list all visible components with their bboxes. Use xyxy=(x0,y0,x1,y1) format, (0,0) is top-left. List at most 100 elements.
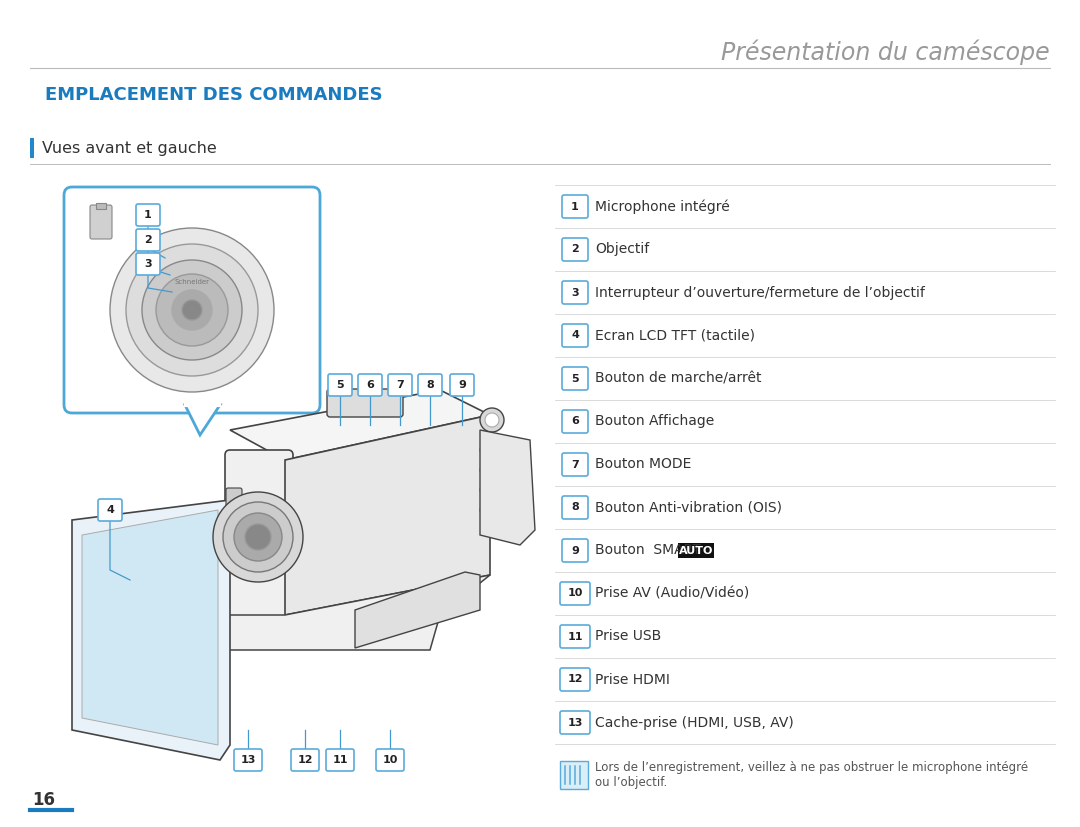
FancyBboxPatch shape xyxy=(98,499,122,521)
FancyBboxPatch shape xyxy=(562,367,588,390)
Text: 13: 13 xyxy=(241,755,256,765)
Text: 4: 4 xyxy=(571,331,579,341)
Text: 4: 4 xyxy=(106,505,113,515)
Text: 10: 10 xyxy=(382,755,397,765)
FancyBboxPatch shape xyxy=(225,450,293,620)
FancyBboxPatch shape xyxy=(291,749,319,771)
FancyBboxPatch shape xyxy=(562,238,588,261)
FancyBboxPatch shape xyxy=(561,761,588,789)
Text: 3: 3 xyxy=(571,288,579,298)
Text: Bouton MODE: Bouton MODE xyxy=(595,457,691,471)
FancyBboxPatch shape xyxy=(418,374,442,396)
Text: Microphone intégré: Microphone intégré xyxy=(595,199,730,213)
Text: Bouton de marche/arrêt: Bouton de marche/arrêt xyxy=(595,371,761,385)
Circle shape xyxy=(245,524,271,550)
Circle shape xyxy=(156,274,228,346)
FancyBboxPatch shape xyxy=(450,374,474,396)
FancyBboxPatch shape xyxy=(328,374,352,396)
Text: 2: 2 xyxy=(571,245,579,255)
FancyBboxPatch shape xyxy=(136,204,160,226)
Text: 12: 12 xyxy=(297,755,313,765)
FancyBboxPatch shape xyxy=(562,496,588,519)
Circle shape xyxy=(110,228,274,392)
Text: Présentation du caméscope: Présentation du caméscope xyxy=(721,39,1050,65)
FancyBboxPatch shape xyxy=(562,324,588,347)
FancyBboxPatch shape xyxy=(562,453,588,476)
Text: Bouton Anti-vibration (OIS): Bouton Anti-vibration (OIS) xyxy=(595,500,782,514)
FancyBboxPatch shape xyxy=(30,138,33,158)
Circle shape xyxy=(183,300,202,320)
Text: 9: 9 xyxy=(458,380,465,390)
Text: Interrupteur d’ouverture/fermeture de l’objectif: Interrupteur d’ouverture/fermeture de l’… xyxy=(595,285,924,299)
Text: Bouton  SMART: Bouton SMART xyxy=(595,543,705,557)
Text: 3: 3 xyxy=(145,259,152,269)
Text: 10: 10 xyxy=(567,589,583,599)
Text: 6: 6 xyxy=(571,417,579,427)
Text: Ecran LCD TFT (tactile): Ecran LCD TFT (tactile) xyxy=(595,328,755,342)
FancyBboxPatch shape xyxy=(357,374,382,396)
Text: Bouton Affichage: Bouton Affichage xyxy=(595,414,714,428)
Text: Objectif: Objectif xyxy=(595,242,649,256)
FancyBboxPatch shape xyxy=(561,625,590,648)
Circle shape xyxy=(480,483,494,497)
FancyBboxPatch shape xyxy=(562,281,588,304)
Circle shape xyxy=(172,290,212,330)
Text: 11: 11 xyxy=(567,632,583,642)
Text: Prise AV (Audio/Vidéo): Prise AV (Audio/Vidéo) xyxy=(595,586,750,600)
FancyBboxPatch shape xyxy=(226,488,242,552)
Text: AUTO: AUTO xyxy=(679,546,714,556)
Text: 1: 1 xyxy=(571,202,579,212)
Text: Cache-prise (HDMI, USB, AV): Cache-prise (HDMI, USB, AV) xyxy=(595,715,794,729)
Circle shape xyxy=(222,502,293,572)
Circle shape xyxy=(141,260,242,360)
FancyBboxPatch shape xyxy=(562,539,588,562)
FancyBboxPatch shape xyxy=(327,389,403,417)
FancyBboxPatch shape xyxy=(136,253,160,275)
FancyBboxPatch shape xyxy=(678,543,714,558)
Text: 1: 1 xyxy=(144,210,152,220)
Text: 16: 16 xyxy=(32,791,55,809)
Circle shape xyxy=(480,408,504,432)
Polygon shape xyxy=(220,575,490,650)
Text: 7: 7 xyxy=(396,380,404,390)
FancyBboxPatch shape xyxy=(562,410,588,433)
Circle shape xyxy=(480,503,494,517)
FancyBboxPatch shape xyxy=(326,749,354,771)
Polygon shape xyxy=(480,430,535,545)
Text: 12: 12 xyxy=(567,675,583,685)
FancyBboxPatch shape xyxy=(64,187,320,413)
Polygon shape xyxy=(185,405,220,435)
Circle shape xyxy=(480,463,494,477)
FancyBboxPatch shape xyxy=(561,711,590,734)
Text: Prise USB: Prise USB xyxy=(595,629,661,643)
Text: Lors de l’enregistrement, veillez à ne pas obstruer le microphone intégré
ou l’o: Lors de l’enregistrement, veillez à ne p… xyxy=(595,761,1028,789)
Polygon shape xyxy=(355,572,480,648)
Text: 5: 5 xyxy=(571,374,579,384)
Text: 13: 13 xyxy=(567,718,583,728)
Circle shape xyxy=(480,443,494,457)
Text: 8: 8 xyxy=(427,380,434,390)
FancyBboxPatch shape xyxy=(562,195,588,218)
Text: 11: 11 xyxy=(333,755,348,765)
FancyBboxPatch shape xyxy=(561,668,590,691)
FancyBboxPatch shape xyxy=(136,229,160,251)
Circle shape xyxy=(213,492,303,582)
Text: 9: 9 xyxy=(571,546,579,556)
FancyBboxPatch shape xyxy=(90,205,112,239)
FancyBboxPatch shape xyxy=(561,582,590,605)
Polygon shape xyxy=(285,415,490,615)
Text: 8: 8 xyxy=(571,503,579,513)
Polygon shape xyxy=(82,510,218,745)
Bar xyxy=(96,203,106,209)
Text: Prise HDMI: Prise HDMI xyxy=(595,672,670,686)
Circle shape xyxy=(126,244,258,376)
Text: 6: 6 xyxy=(366,380,374,390)
Text: Schneider: Schneider xyxy=(175,279,210,285)
FancyBboxPatch shape xyxy=(388,374,411,396)
Circle shape xyxy=(234,513,282,561)
Polygon shape xyxy=(72,500,230,760)
Text: 7: 7 xyxy=(571,460,579,470)
FancyBboxPatch shape xyxy=(234,749,262,771)
Text: EMPLACEMENT DES COMMANDES: EMPLACEMENT DES COMMANDES xyxy=(45,86,382,104)
FancyBboxPatch shape xyxy=(376,749,404,771)
